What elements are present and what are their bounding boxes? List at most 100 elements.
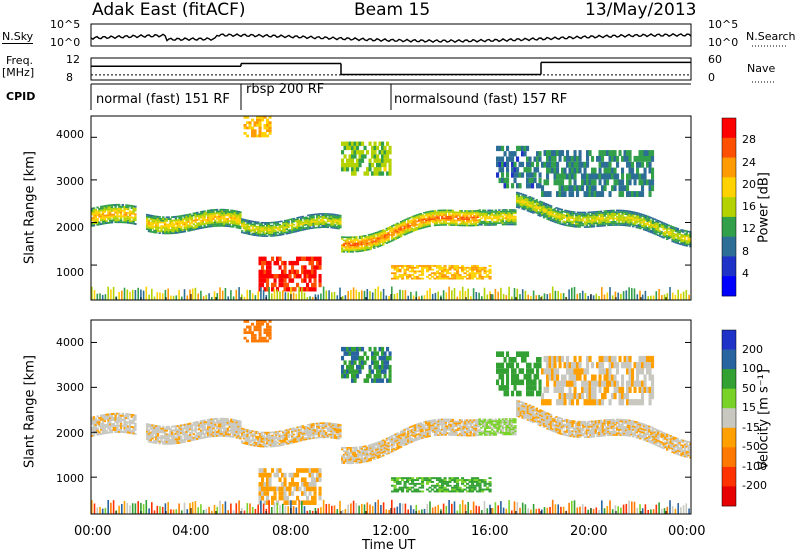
power-cell-5-44-8 (594, 212, 597, 215)
power-cell-4-15-5 (505, 215, 508, 218)
velocity-cell-5-49-0 (603, 434, 606, 437)
power-cell-2-37-4 (307, 222, 310, 224)
power-cell-1-23-8 (187, 215, 190, 218)
velocity-cell-4-7-1 (491, 432, 494, 434)
power-cell-3-3-2 (346, 247, 349, 250)
power-cell-2-15-8 (267, 223, 271, 225)
power-cell-2-33-1 (299, 228, 303, 230)
velocity-cell-5-36-2 (580, 432, 583, 435)
power-cell-1-19-1 (180, 229, 183, 232)
power-cell-1-31-7 (201, 214, 204, 217)
velocity-cell-3-50-8 (430, 421, 433, 424)
power-cell-2-35-0 (303, 228, 306, 231)
power-cell-5-8-4 (530, 204, 533, 207)
velocity-cell-4-2-5 (482, 425, 485, 428)
velocity-cell-1-34-7 (206, 422, 210, 425)
velocity-cell-0-19-1 (125, 429, 128, 432)
power-cell-1-10-1 (163, 230, 167, 233)
velocity-cell-2-28-4 (291, 435, 294, 438)
power-cell-5-7-8 (528, 197, 531, 200)
velocity-cell-3-37-2 (407, 439, 410, 441)
velocity-cell-1-29-2 (198, 433, 201, 436)
power-cell-1-27-1 (194, 226, 197, 229)
velocity-cell-3-21-4 (378, 449, 381, 452)
velocity-cell-2-17-9 (271, 431, 274, 434)
velocity-cell-0-10-6 (109, 419, 112, 422)
velocity-cell-5-21-3 (553, 425, 556, 428)
velocity-cell-5-15-8 (542, 412, 546, 415)
velocity-cell-1-22-2 (185, 436, 188, 439)
velocity-cell-4-3-5 (483, 425, 487, 428)
power-cell-3-33-6 (399, 225, 403, 228)
velocity-cell-5-5-1 (524, 416, 528, 419)
velocity-cell-0-18-3 (123, 425, 126, 428)
power-cell-4-12-5 (499, 215, 503, 218)
velocity-cell-5-22-0 (555, 431, 558, 434)
velocity-cell-5-7-4 (528, 413, 531, 415)
velocity-cell-2-34-8 (301, 426, 305, 429)
velocity-cell-5-34-3 (576, 431, 580, 433)
velocity-cell-1-30-2 (199, 433, 203, 436)
velocity-cell-3-75-3 (474, 429, 478, 432)
velocity-cell-5-28-4 (566, 427, 569, 430)
power-cell-3-53-3 (435, 219, 438, 222)
power-cell-1-15-1 (172, 230, 176, 233)
power-cell-3-35-3 (403, 229, 406, 231)
power-cell-3-36-3 (405, 228, 408, 230)
power-cell-3-69-1 (464, 223, 467, 225)
velocity-cell-2-8-4 (255, 438, 258, 441)
power-cell-1-45-0 (226, 225, 230, 227)
power-cell-5-20-1 (551, 218, 555, 221)
power-cell-3-39-2 (410, 227, 413, 230)
power-cell-3-70-7 (466, 213, 469, 216)
velocity-cell-1-48-8 (232, 420, 235, 423)
power-cell-2-39-3 (310, 223, 313, 225)
power-cell-2-43-6 (317, 217, 321, 220)
power-cell-1-21-4 (183, 223, 186, 226)
velocity-cell-1-45-8 (226, 420, 230, 422)
velocity-cell-2-16-2 (269, 442, 272, 445)
power-cell-5-1-4 (517, 200, 521, 202)
power-cell-5-4-4 (523, 202, 526, 204)
velocity-cell-1-32-9 (203, 419, 206, 422)
power-cell-3-5-6 (349, 241, 353, 243)
power-cell-1-34-3 (206, 220, 210, 223)
power-cell-3-58-0 (444, 224, 447, 226)
power-cell-5-12-5 (537, 206, 540, 208)
velocity-cell-2-51-7 (332, 426, 335, 428)
velocity-cell-3-25-8 (385, 439, 388, 442)
power-cell-1-25-2 (190, 225, 194, 228)
power-cell-4-6-9 (489, 209, 492, 212)
velocity-cell-3-44-9 (419, 422, 422, 424)
velocity-cell-5-37-9 (582, 420, 585, 423)
velocity-cell-5-47-3 (599, 430, 603, 432)
velocity-cell-1-5-2 (155, 438, 158, 441)
power-cell-5-12-6 (537, 204, 540, 207)
power-cell-1-41-3 (219, 219, 222, 222)
velocity-cell-3-65-0 (457, 434, 460, 437)
power-cell-1-52-4 (239, 220, 242, 223)
power-cell-4-9-4 (494, 217, 497, 220)
velocity-cell-0-0-3 (91, 428, 94, 431)
power-cell-0-11-6 (110, 210, 114, 212)
velocity-cell-1-19-5 (180, 432, 183, 434)
velocity-cell-3-63-5 (453, 425, 456, 428)
power-cell-5-31-1 (571, 224, 574, 226)
velocity-cell-2-41-4 (314, 430, 317, 433)
power-cell-0-18-7 (123, 208, 126, 210)
power-cell-0-19-9 (125, 204, 128, 207)
power-cell-2-1-5 (242, 224, 246, 227)
power-cell-4-10-5 (496, 215, 499, 218)
velocity-cell-5-28-9 (566, 419, 569, 421)
velocity-cell-2-5-9 (249, 430, 253, 432)
velocity-cell-3-0-0 (341, 462, 344, 464)
velocity-cell-3-4-4 (348, 455, 351, 458)
power-cell-3-39-9 (410, 216, 413, 218)
velocity-cell-2-34-0 (301, 439, 305, 441)
velocity-cell-3-14-4 (366, 453, 369, 456)
power-cell-2-36-4 (305, 222, 308, 224)
power-cell-1-16-1 (174, 230, 178, 232)
velocity-cell-3-53-4 (435, 427, 438, 430)
velocity-cell-2-37-0 (307, 438, 310, 440)
velocity-cell-5-48-1 (601, 433, 605, 435)
